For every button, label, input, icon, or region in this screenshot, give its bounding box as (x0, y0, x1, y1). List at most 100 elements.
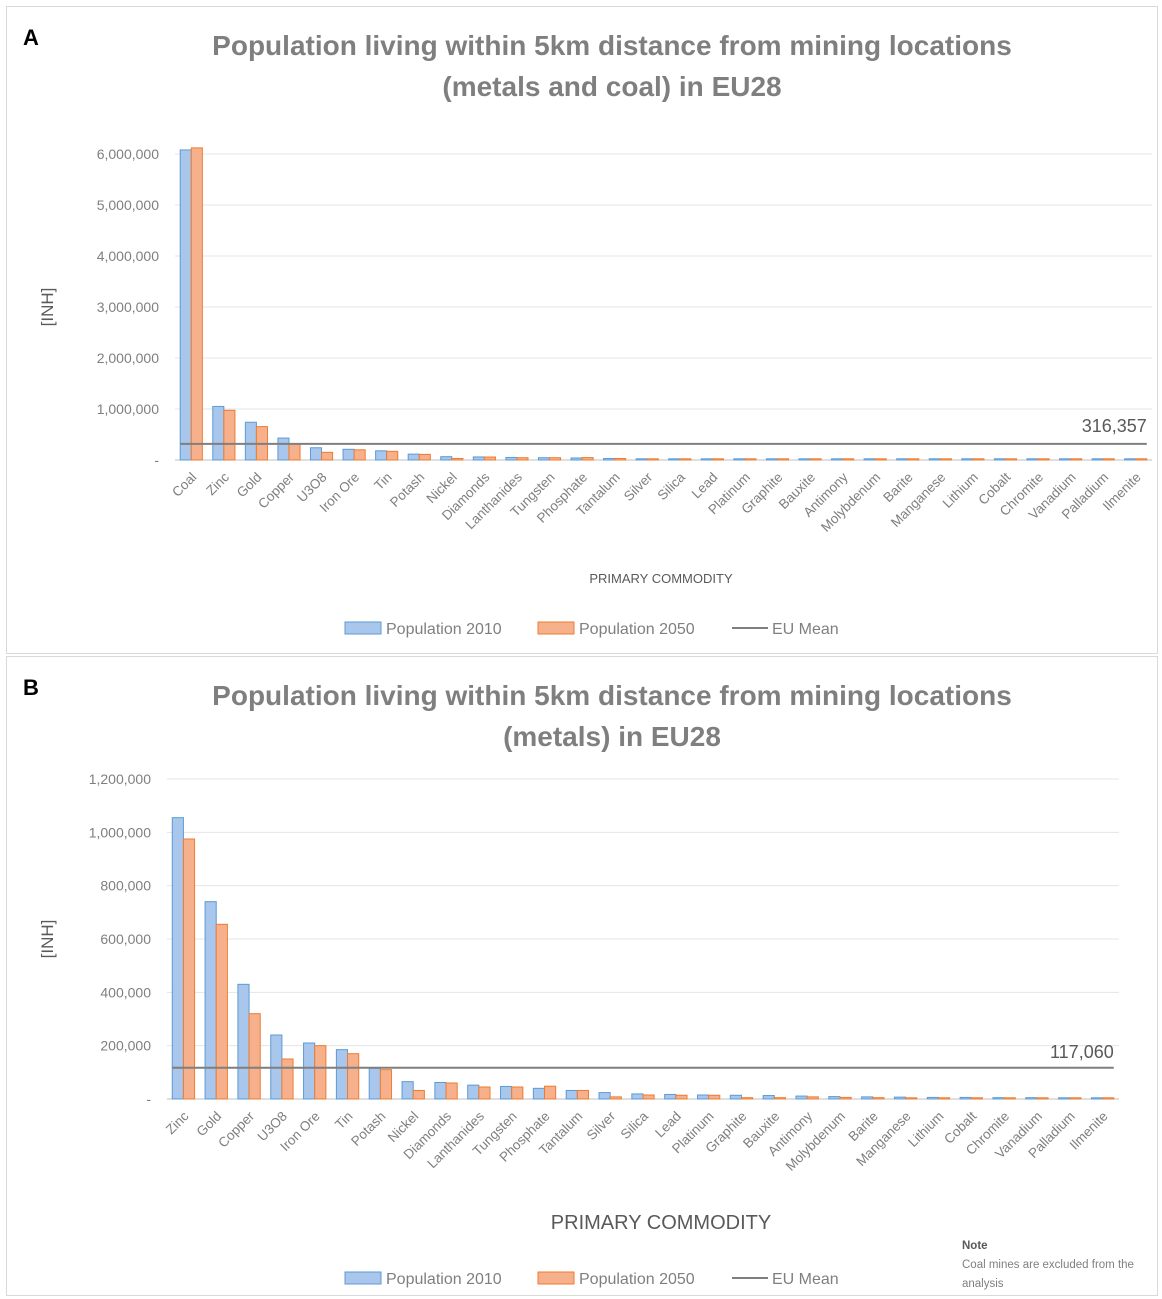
bar-population-2050 (1004, 458, 1018, 461)
bar-population-2050 (708, 1094, 721, 1100)
bar-population-2010 (335, 1049, 349, 1100)
bar-population-2010 (631, 1093, 644, 1100)
legend-swatch-population-2050 (537, 621, 575, 635)
note-title: Note (962, 1240, 988, 1252)
bar-population-2050 (516, 457, 529, 461)
bar-population-2050 (511, 1086, 524, 1100)
bar-population-2050 (576, 1089, 590, 1100)
bar-population-2010 (303, 1042, 316, 1100)
bar-population-2010 (798, 458, 811, 461)
bar-population-2050 (347, 1053, 360, 1100)
bar-population-2050 (386, 450, 399, 461)
bar-population-2050 (872, 1097, 885, 1100)
bar-population-2010 (700, 458, 713, 461)
bar-population-2010 (668, 458, 681, 461)
bar-population-2050 (740, 1097, 754, 1100)
legend-label-population-2050: Population 2050 (579, 1271, 695, 1288)
x-axis-label: PRIMARY COMMODITY (551, 1212, 771, 1234)
y-tick-label: 4,000,000 (97, 248, 159, 264)
y-tick-label: 1,200,000 (89, 771, 151, 787)
y-axis-label: [INH] (38, 288, 57, 327)
bar-population-2050 (773, 1097, 786, 1100)
bar-population-2010 (863, 458, 876, 461)
y-tick-label: 5,000,000 (97, 197, 159, 213)
x-axis-label: PRIMARY COMMODITY (589, 571, 733, 586)
x-tick-label: Copper (215, 1108, 257, 1150)
legend-swatch-population-2010 (344, 1271, 382, 1285)
bar-chart-b: - 200,000 400,000 600,000 800,000 1,000,000 1,… (38, 771, 1119, 1288)
bar-population-2010 (733, 458, 746, 461)
bar-population-2050 (445, 1082, 458, 1100)
bar-population-2010 (603, 457, 616, 461)
bar-population-2010 (500, 1085, 513, 1100)
bar-population-2050 (223, 409, 236, 461)
bar-population-2010 (1026, 458, 1039, 461)
bar-population-2050 (679, 458, 692, 461)
bar-population-2050 (839, 1096, 852, 1100)
bar-population-2010 (635, 458, 648, 461)
x-tick-label: Lithium (940, 470, 981, 511)
x-tick-label: Zinc (203, 469, 232, 498)
bar-population-2050 (907, 458, 920, 461)
bar-population-2010 (467, 1084, 480, 1100)
bar-population-2050 (215, 923, 228, 1100)
legend-label-population-2010: Population 2010 (386, 1271, 502, 1288)
y-tick-label: 2,000,000 (97, 350, 159, 366)
bar-population-2050 (412, 1089, 425, 1100)
panel-letter-b: B (23, 675, 39, 700)
bar-population-2010 (368, 1067, 381, 1100)
bar-population-2010 (401, 1081, 414, 1100)
legend-label-eu-mean: EU Mean (772, 621, 839, 638)
bar-population-2010 (472, 456, 485, 461)
x-tick-label: Zinc (163, 1108, 192, 1137)
chart-title-b: Population living within 5km distance fr… (147, 675, 1077, 757)
x-tick-label: Silica (654, 469, 688, 503)
bar-population-2050 (675, 1094, 688, 1100)
bar-population-2010 (1059, 458, 1072, 461)
bar-population-2050 (1069, 1097, 1082, 1100)
note-text: Coal mines are excluded from the analysi… (962, 1259, 1134, 1290)
legend-label-eu-mean: EU Mean (772, 1271, 839, 1288)
bar-population-2010 (342, 448, 355, 461)
bar-population-2010 (795, 1095, 808, 1100)
y-tick-label: 800,000 (100, 878, 151, 894)
bar-population-2050 (418, 453, 431, 461)
legend-swatch-population-2010 (344, 621, 382, 635)
bar-population-2050 (711, 458, 724, 461)
x-tick-label: Lithium (905, 1109, 946, 1150)
bar-population-2050 (182, 838, 196, 1100)
bar-chart-a: - 1,000,000 2,000,000 3,000,000 4,000,000 5,0… (38, 146, 1152, 638)
bar-population-2010 (1025, 1097, 1038, 1100)
legend-b: Population 2010 Population 2050 EU Mean (344, 1271, 839, 1288)
bar-population-2050 (483, 456, 496, 461)
bar-population-2050 (1037, 458, 1050, 461)
y-tick-label: 1,000,000 (89, 824, 151, 840)
panel-letter-a: A (23, 25, 39, 50)
bar-population-2050 (321, 451, 334, 461)
bar-population-2050 (1036, 1097, 1049, 1100)
bar-population-2010 (244, 421, 257, 461)
y-tick-label: 1,000,000 (97, 401, 159, 417)
bar-population-2010 (212, 405, 225, 461)
bar-population-2050 (905, 1097, 918, 1100)
y-axis-label: [INH] (38, 920, 57, 959)
bar-population-2050 (549, 457, 562, 461)
y-tick-label: 3,000,000 (97, 299, 159, 315)
bar-population-2010 (570, 457, 583, 461)
bar-population-2050 (1070, 458, 1083, 461)
analysis-note: Note Coal mines are excluded from the an… (962, 1237, 1152, 1294)
bar-population-2050 (451, 457, 464, 461)
bar-population-2050 (1135, 458, 1148, 461)
y-tick-label: 6,000,000 (97, 146, 159, 162)
bar-population-2010 (729, 1094, 742, 1100)
bar-population-2010 (505, 456, 518, 461)
bar-population-2050 (1102, 1097, 1115, 1100)
bar-population-2050 (379, 1069, 393, 1100)
chart-panel-b: B Population living within 5km distance … (6, 656, 1158, 1296)
bar-population-2050 (544, 1085, 557, 1100)
bar-population-2010 (532, 1087, 546, 1100)
bar-population-2050 (972, 458, 985, 461)
bar-population-2050 (581, 457, 594, 461)
bar-population-2050 (744, 458, 757, 461)
bar-population-2010 (993, 458, 1006, 461)
